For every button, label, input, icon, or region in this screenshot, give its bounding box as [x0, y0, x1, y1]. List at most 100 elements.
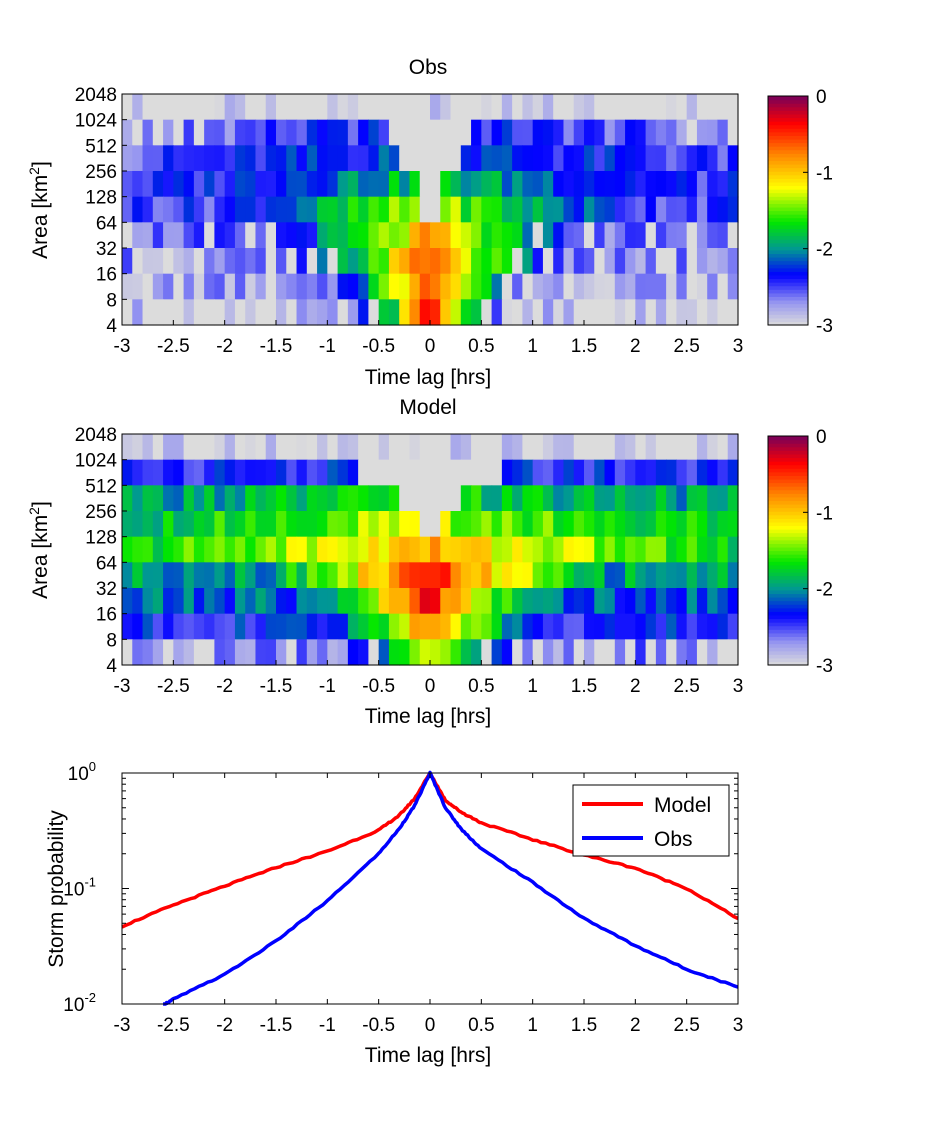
- heatmap-cell: [163, 459, 174, 486]
- heatmap-cell: [296, 562, 308, 589]
- heatmap-cell: [234, 459, 246, 486]
- heatmap-cell: [255, 273, 267, 300]
- heatmap-cell: [655, 119, 667, 146]
- heatmap-cell: [614, 485, 626, 512]
- heatmap-cell: [707, 511, 719, 538]
- heatmap-cell: [512, 485, 523, 512]
- heatmap-cell: [152, 639, 164, 666]
- colorbar-band: [768, 618, 808, 623]
- heatmap-cell: [409, 459, 421, 486]
- heatmap-cell: [430, 459, 441, 486]
- colorbar-band: [768, 657, 808, 663]
- heatmap-cell: [234, 639, 246, 666]
- heatmap-cell: [614, 273, 626, 300]
- colorbar-band: [768, 575, 808, 580]
- heatmap-cell: [183, 299, 195, 326]
- model-x-axis-label: Time lag [hrs]: [365, 705, 491, 728]
- y-tick-label: 1024: [75, 111, 118, 132]
- heatmap-cell: [327, 196, 339, 223]
- heatmap-cell: [512, 94, 523, 121]
- heatmap-cell: [430, 171, 441, 198]
- heatmap-cell: [368, 94, 380, 121]
- colorbar-band: [768, 221, 808, 226]
- heatmap-cell: [132, 171, 144, 198]
- heatmap-cell: [655, 94, 667, 121]
- heatmap-cell: [614, 588, 626, 615]
- heatmap-cell: [501, 94, 513, 121]
- y-tick-label: 100: [68, 759, 96, 785]
- heatmap-cell: [491, 639, 503, 666]
- heatmap-cell: [542, 639, 554, 666]
- heatmap-cell: [542, 299, 554, 326]
- heatmap-cell: [460, 299, 472, 326]
- heatmap-cell: [368, 119, 380, 146]
- heatmap-cell: [286, 248, 298, 275]
- heatmap-cell: [142, 639, 154, 666]
- heatmap-cell: [655, 613, 667, 640]
- heatmap-cell: [686, 613, 698, 640]
- colorbar-band: [768, 282, 808, 287]
- heatmap-cell: [512, 511, 523, 538]
- colorbar-band: [768, 600, 808, 605]
- heatmap-cell: [142, 171, 154, 198]
- x-tick-label: 1: [527, 336, 538, 357]
- heatmap-cell: [214, 94, 226, 121]
- heatmap-cell: [481, 485, 493, 512]
- heatmap-cell: [193, 639, 205, 666]
- heatmap-cell: [604, 171, 616, 198]
- heatmap-cell: [317, 434, 328, 461]
- heatmap-cell: [460, 273, 472, 300]
- heatmap-cell: [573, 119, 585, 146]
- colorbar-band: [768, 117, 808, 122]
- heatmap-cell: [337, 196, 349, 223]
- heatmap-cell: [481, 588, 493, 615]
- heatmap-cell: [686, 145, 698, 172]
- heatmap-cell: [317, 485, 328, 512]
- heatmap-cell: [214, 434, 226, 461]
- heatmap-cell: [676, 94, 688, 121]
- heatmap-cell: [604, 222, 616, 249]
- heatmap-cell: [378, 613, 390, 640]
- legend-model-label: Model: [654, 794, 711, 817]
- heatmap-cell: [666, 536, 677, 563]
- colorbar-band: [768, 253, 808, 258]
- heatmap-cell: [276, 94, 287, 121]
- heatmap-cell: [204, 222, 215, 249]
- heatmap-cell: [584, 248, 595, 275]
- heatmap-cell: [604, 248, 616, 275]
- heatmap-cell: [614, 434, 626, 461]
- heatmap-cell: [584, 459, 595, 486]
- heatmap-cell: [727, 613, 739, 640]
- heatmap-cell: [522, 171, 534, 198]
- heatmap-cell: [378, 196, 390, 223]
- heatmap-cell: [306, 613, 318, 640]
- heatmap-cell: [491, 145, 503, 172]
- heatmap-cell: [563, 145, 575, 172]
- colorbar-band: [768, 299, 808, 305]
- heatmap-cell: [132, 434, 144, 461]
- heatmap-cell: [686, 536, 698, 563]
- colorbar-band: [768, 611, 808, 616]
- heatmap-cell: [245, 94, 257, 121]
- heatmap-cell: [696, 248, 708, 275]
- heatmap-cell: [573, 273, 585, 300]
- heatmap-cell: [471, 222, 482, 249]
- heatmap-cell: [214, 119, 226, 146]
- heatmap-cell: [460, 485, 472, 512]
- heatmap-cell: [563, 485, 575, 512]
- heatmap-cell: [696, 145, 708, 172]
- heatmap-cell: [173, 222, 185, 249]
- colorbar-frame: [767, 95, 809, 326]
- heatmap-cell: [255, 613, 267, 640]
- heatmap-cell: [388, 248, 400, 275]
- heatmap-cell: [635, 588, 647, 615]
- heatmap-cell: [122, 119, 133, 146]
- colorbar-band: [768, 317, 808, 323]
- heatmap-cell: [337, 248, 349, 275]
- heatmap-cell: [317, 145, 328, 172]
- heatmap-cell: [686, 562, 698, 589]
- colorbar-band: [768, 557, 808, 562]
- colorbar-band: [768, 521, 808, 527]
- colorbar-band: [768, 96, 808, 101]
- heatmap-cell: [337, 613, 349, 640]
